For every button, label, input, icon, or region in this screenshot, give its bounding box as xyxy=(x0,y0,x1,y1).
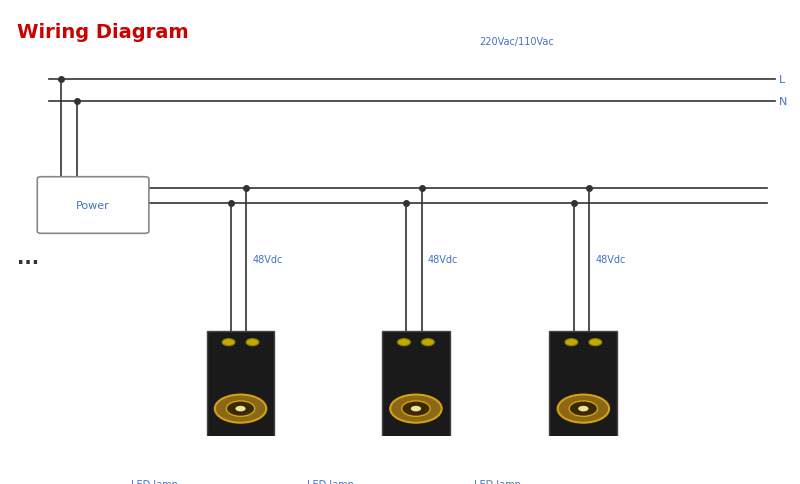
Circle shape xyxy=(558,395,609,423)
FancyBboxPatch shape xyxy=(382,332,450,484)
Text: LED lamp: LED lamp xyxy=(474,479,521,484)
Circle shape xyxy=(398,339,410,346)
Text: Power: Power xyxy=(76,200,110,211)
Text: 48Vdc: 48Vdc xyxy=(428,255,458,265)
Circle shape xyxy=(569,401,598,417)
Circle shape xyxy=(155,446,194,468)
Circle shape xyxy=(410,406,421,411)
Circle shape xyxy=(330,446,370,468)
Circle shape xyxy=(235,406,246,411)
FancyBboxPatch shape xyxy=(550,332,618,484)
Text: LED lamp: LED lamp xyxy=(131,479,178,484)
Text: Wiring Diagram: Wiring Diagram xyxy=(18,23,189,42)
Circle shape xyxy=(589,339,602,346)
FancyBboxPatch shape xyxy=(206,332,274,484)
Text: 220Vac/110Vac: 220Vac/110Vac xyxy=(480,37,554,47)
Circle shape xyxy=(215,395,266,423)
Circle shape xyxy=(390,395,442,423)
Circle shape xyxy=(402,401,430,417)
Circle shape xyxy=(422,339,434,346)
Text: LED lamp: LED lamp xyxy=(307,479,354,484)
Text: 48Vdc: 48Vdc xyxy=(595,255,626,265)
Text: N: N xyxy=(778,96,787,106)
Circle shape xyxy=(226,401,254,417)
Circle shape xyxy=(498,446,538,468)
Text: L: L xyxy=(778,75,785,85)
Circle shape xyxy=(246,339,259,346)
Circle shape xyxy=(578,406,589,411)
FancyBboxPatch shape xyxy=(38,177,149,234)
Circle shape xyxy=(565,339,578,346)
Circle shape xyxy=(222,339,235,346)
Text: 48Vdc: 48Vdc xyxy=(253,255,283,265)
Text: ...: ... xyxy=(18,248,39,267)
